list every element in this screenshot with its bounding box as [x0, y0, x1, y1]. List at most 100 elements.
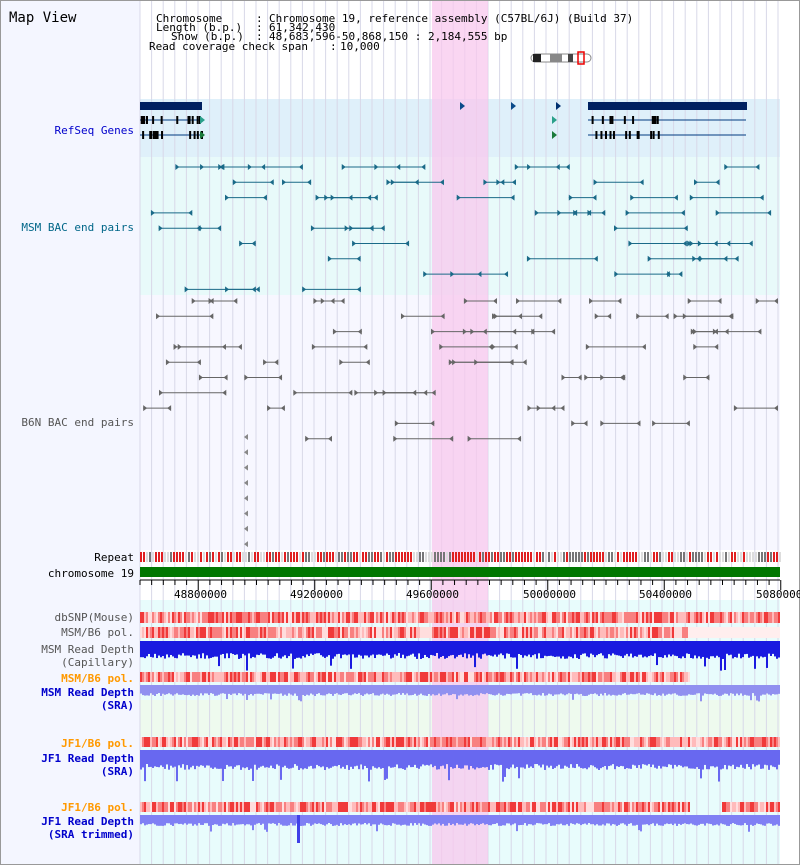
read-depth-bar [342, 685, 344, 694]
polymorphism-cell [344, 802, 346, 812]
polymorphism-cell [524, 627, 526, 638]
polymorphism-cell [694, 612, 696, 623]
polymorphism-cell [236, 627, 238, 638]
jf1-b6-pol-label[interactable]: JF1/B6 pol. [61, 737, 134, 750]
polymorphism-cell [268, 612, 270, 623]
read-depth-bar [172, 641, 174, 657]
read-depth-bar [432, 750, 434, 768]
polymorphism-cell [698, 612, 700, 623]
read-depth-bar [656, 685, 658, 696]
read-depth-bar [756, 685, 758, 701]
polymorphism-cell [338, 612, 340, 623]
repeat-element [257, 552, 259, 562]
polymorphism-cell [668, 802, 670, 812]
msm-b6-pol-sra-label[interactable]: MSM/B6 pol. [61, 672, 134, 685]
read-depth-bar [248, 641, 250, 654]
polymorphism-cell [260, 802, 262, 812]
polymorphism-cell [634, 672, 636, 682]
msm-read-depth-capillary-label[interactable]: MSM Read Depth [41, 643, 134, 656]
read-depth-bar [374, 750, 376, 768]
polymorphism-cell [340, 802, 342, 812]
polymorphism-cell [588, 612, 590, 623]
read-depth-bar [362, 641, 364, 659]
polymorphism-cell [506, 627, 508, 638]
read-depth-bar [606, 685, 608, 696]
bac-end-marker [647, 255, 652, 262]
jf1-read-depth-trimmed-label[interactable]: JF1 Read Depth [41, 815, 134, 828]
jf1-read-depth-sra-label[interactable]: JF1 Read Depth [41, 752, 134, 765]
msm-b6-pol-label[interactable]: MSM/B6 pol. [61, 626, 134, 639]
polymorphism-cell [404, 612, 406, 623]
read-depth-bar [188, 815, 190, 824]
polymorphism-cell [380, 802, 382, 812]
bac-end-marker [565, 164, 570, 170]
read-depth-bar [632, 750, 634, 765]
polymorphism-cell [314, 627, 316, 638]
polymorphism-cell [670, 612, 672, 623]
read-depth-bar [416, 685, 418, 696]
polymorphism-cell [614, 737, 616, 747]
polymorphism-cell [518, 737, 520, 747]
read-depth-bar [528, 815, 530, 825]
refseq-genes-label[interactable]: RefSeq Genes [54, 124, 134, 137]
repeat-label[interactable]: Repeat [94, 551, 134, 564]
read-depth-bar [450, 815, 452, 826]
read-depth-bar [496, 815, 498, 824]
bac-end-marker [158, 389, 163, 396]
msm-read-depth-sra-label[interactable]: MSM Read Depth [41, 686, 134, 699]
jf1-b6-pol-trimmed-label[interactable]: JF1/B6 pol. [61, 801, 134, 814]
polymorphism-cell [730, 737, 732, 747]
read-depth-bar [338, 641, 340, 654]
read-depth-bar [434, 685, 436, 696]
polymorphism-cell [334, 612, 336, 623]
polymorphism-cell [498, 672, 500, 682]
polymorphism-cell [208, 612, 210, 623]
polymorphism-cell [162, 672, 164, 682]
read-depth-bar [674, 685, 676, 694]
polymorphism-cell [526, 672, 528, 682]
refseq-gene [588, 102, 747, 110]
polymorphism-cell [662, 802, 664, 812]
read-depth-bar [722, 685, 724, 695]
polymorphism-cell [670, 737, 672, 747]
read-depth-bar [580, 685, 582, 694]
read-depth-bar [230, 641, 232, 654]
read-depth-bar [696, 815, 698, 826]
polymorphism-cell [262, 802, 264, 812]
read-depth-bar [670, 815, 672, 824]
read-depth-bar [380, 685, 382, 695]
polymorphism-cell [220, 612, 222, 623]
read-depth-bar [526, 815, 528, 826]
polymorphism-cell [294, 672, 296, 682]
polymorphism-cell [428, 672, 430, 682]
read-depth-bar [248, 815, 250, 825]
bac-end-marker [352, 240, 357, 247]
read-depth-bar [400, 750, 402, 769]
repeat-element [593, 552, 595, 562]
read-depth-bar [556, 750, 558, 767]
polymorphism-cell [602, 672, 604, 682]
polymorphism-cell [496, 612, 498, 623]
read-depth-bar [746, 750, 748, 765]
chromosome-bar [140, 567, 780, 577]
polymorphism-cell [584, 737, 586, 747]
read-depth-bar [596, 641, 598, 656]
chromosome-track-label[interactable]: chromosome 19 [47, 567, 134, 580]
polymorphism-cell [716, 612, 718, 623]
polymorphism-cell [268, 672, 270, 682]
repeat-element [254, 552, 256, 562]
msm-bac-end-pairs-label[interactable]: MSM BAC end pairs [21, 221, 134, 234]
read-depth-bar [496, 641, 498, 657]
read-depth-bar [606, 750, 608, 770]
polymorphism-cell [512, 627, 514, 638]
read-depth-bar [710, 641, 712, 657]
polymorphism-cell [464, 737, 466, 747]
polymorphism-cell [274, 627, 276, 638]
read-depth-bar [636, 815, 638, 825]
polymorphism-cell [470, 737, 472, 747]
b6n-bac-end-pairs-label[interactable]: B6N BAC end pairs [21, 416, 134, 429]
dbsnp-label[interactable]: dbSNP(Mouse) [54, 611, 134, 624]
polymorphism-cell [416, 672, 418, 682]
polymorphism-cell [436, 802, 438, 812]
